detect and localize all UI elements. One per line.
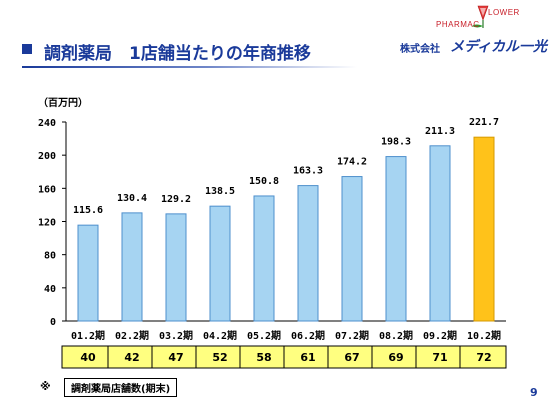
- store-count-cell: 52: [212, 351, 227, 364]
- x-tick-label: 06.2期: [291, 329, 325, 342]
- store-count-cell: 40: [80, 351, 96, 364]
- bar-08.2期: [385, 156, 407, 322]
- bar-02.2期: [121, 212, 143, 322]
- page-number: 9: [530, 386, 538, 399]
- store-count-cell: 42: [124, 351, 139, 364]
- value-label: 129.2: [161, 194, 191, 205]
- y-axis-unit-label: （百万円）: [38, 96, 88, 109]
- y-tick-label: 0: [50, 317, 56, 328]
- value-label: 174.2: [337, 157, 367, 168]
- note-mark: ※: [40, 380, 51, 393]
- store-count-cell: 61: [300, 351, 315, 364]
- bar-05.2期: [253, 195, 275, 322]
- value-label: 163.3: [293, 166, 323, 177]
- x-tick-label: 08.2期: [379, 329, 413, 342]
- note-label: 調剤薬局店舗数(期末): [64, 378, 178, 397]
- store-count-cell: 69: [388, 351, 403, 364]
- x-axis-tick-labels: 01.2期 02.2期 03.2期 04.2期 05.2期 06.2期 07.2期 08.2期…: [71, 329, 501, 342]
- store-count-cell: 67: [344, 351, 359, 364]
- bullet-square-icon: [22, 44, 32, 54]
- store-count-table: 40 42 47 52 58 61 67 69 71 72: [61, 345, 507, 369]
- x-tick-label: 02.2期: [115, 329, 149, 342]
- store-count-cell: 47: [168, 351, 183, 364]
- bar-04.2期: [209, 205, 231, 322]
- slide-header: 調剤薬局 1店舗当たりの年商推移: [22, 36, 362, 66]
- value-label: 150.8: [249, 176, 279, 187]
- x-tick-label: 04.2期: [203, 329, 237, 342]
- bar-06.2期: [297, 185, 319, 322]
- x-tick-label: 03.2期: [159, 329, 193, 342]
- value-label: 221.7: [469, 117, 499, 128]
- x-tick-label: 01.2期: [71, 329, 105, 342]
- bars: [77, 136, 495, 322]
- value-label: 130.4: [117, 193, 147, 204]
- bar-09.2期: [429, 145, 451, 322]
- bar-03.2期: [165, 213, 187, 322]
- value-label: 198.3: [381, 137, 411, 148]
- y-tick-label: 80: [44, 251, 56, 262]
- x-tick-label: 09.2期: [423, 329, 457, 342]
- logo-brand-name: メディカル一光: [450, 39, 548, 55]
- value-label: 115.6: [73, 205, 103, 216]
- value-labels: 115.6 130.4 129.2 138.5 150.8 163.3 174.2 198.3…: [73, 117, 499, 216]
- bar-10.2期: [473, 136, 495, 322]
- y-tick-label: 40: [44, 284, 56, 295]
- store-count-cell: 71: [432, 351, 447, 364]
- slide-title: 調剤薬局 1店舗当たりの年商推移: [44, 44, 311, 64]
- logo-pharmac-text: PHARMAC: [436, 20, 480, 29]
- value-label: 138.5: [205, 186, 235, 197]
- bar-01.2期: [77, 224, 99, 322]
- y-tick-label: 160: [38, 184, 56, 195]
- flower-logo-icon: [472, 5, 489, 28]
- store-count-cell: 72: [476, 351, 491, 364]
- y-tick-label: 120: [38, 218, 56, 229]
- bar-07.2期: [341, 176, 363, 322]
- title-underline: [22, 66, 357, 68]
- company-logo: PHARMAC LOWER 株式会社 メディカル一光: [392, 4, 552, 70]
- x-tick-label: 07.2期: [335, 329, 369, 342]
- store-count-note: ※ 調剤薬局店舗数(期末): [40, 378, 280, 397]
- x-tick-label: 10.2期: [467, 329, 501, 342]
- x-tick-label: 05.2期: [247, 329, 281, 342]
- y-tick-label: 200: [38, 151, 56, 162]
- value-label: 211.3: [425, 126, 455, 137]
- logo-flower-text: LOWER: [488, 8, 520, 17]
- y-tick-label: 240: [38, 118, 56, 129]
- store-count-cell: 58: [256, 351, 271, 364]
- logo-company-type: 株式会社: [400, 44, 440, 55]
